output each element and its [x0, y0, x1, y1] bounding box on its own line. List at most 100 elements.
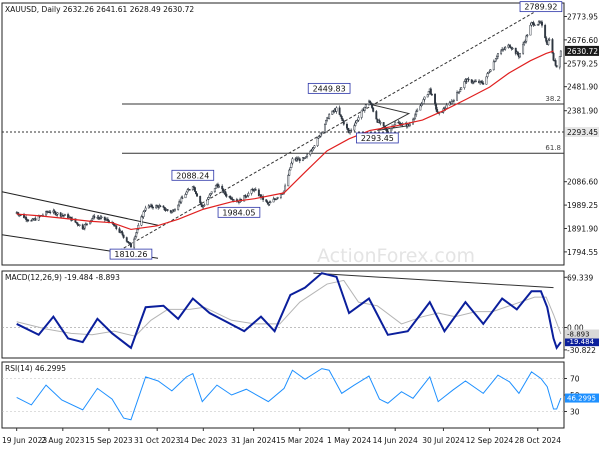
candle-body [210, 191, 213, 194]
candle-body [385, 128, 388, 132]
candle-body [492, 61, 495, 71]
candle-body [459, 89, 462, 92]
candle-body [133, 238, 136, 248]
candle-body [427, 91, 430, 95]
candle-body [493, 60, 496, 63]
candle-body [375, 111, 378, 120]
x-axis-label: 19 Jun 2023 [2, 436, 47, 445]
candle-body [335, 107, 338, 112]
candle-body [349, 130, 352, 134]
candle-body [525, 35, 528, 42]
candle-body [181, 197, 184, 199]
candle-body [247, 193, 250, 197]
candle-body [136, 229, 139, 233]
candle-body [325, 120, 327, 125]
x-axis-label: 1 May 2024 [327, 436, 371, 445]
candle-body [311, 148, 314, 151]
candle-body [445, 104, 448, 109]
candle-body [188, 189, 191, 191]
candle-body [509, 46, 512, 49]
candle-body [272, 198, 275, 203]
candle-body [186, 189, 189, 193]
rsi-tag-label: 46.2995 [567, 395, 596, 403]
channel-upper-line [1, 191, 159, 226]
candle-body [59, 212, 62, 217]
candle-body [144, 207, 147, 211]
candle-body [200, 202, 203, 206]
annotation-label: 2293.45 [361, 134, 394, 143]
candle-body [551, 39, 554, 54]
candle-body [298, 158, 301, 162]
candle-body [152, 206, 154, 209]
candle-body [232, 199, 235, 201]
macd-label: MACD(12,26,9) -19.484 -8.893 [5, 273, 120, 282]
candle-body [193, 187, 196, 192]
x-axis-label: 14 Dec 2023 [179, 436, 227, 445]
candle-body [140, 216, 143, 226]
candle-body [511, 47, 514, 50]
candle-body [268, 202, 271, 205]
candle-body [218, 185, 220, 188]
candle-body [558, 56, 561, 68]
candle-body [245, 196, 248, 198]
candle-body [394, 121, 397, 126]
candle-body [34, 218, 37, 221]
candle-body [316, 137, 319, 146]
candle-body [185, 191, 188, 195]
rsi-axis-label: 70 [570, 375, 580, 384]
candle-body [115, 225, 118, 229]
candle-body [450, 100, 453, 104]
candle-body [379, 122, 382, 124]
annotation-label: 1810.26 [114, 250, 147, 259]
candle-body [78, 224, 81, 226]
candle-body [320, 131, 323, 134]
macd-axis-label: -30.822 [567, 346, 596, 355]
candle-body [423, 96, 426, 100]
candle-body [436, 109, 439, 113]
candle-body [287, 175, 290, 187]
candle-body [364, 104, 367, 108]
candle-body [174, 209, 176, 212]
candle-body [135, 232, 138, 237]
price-axis-label: 2381.90 [567, 107, 598, 116]
x-axis-label: 12 Sep 2024 [466, 436, 514, 445]
candles [15, 20, 562, 250]
candle-body [121, 232, 124, 236]
candle-body [485, 76, 488, 85]
candle-body [516, 51, 519, 55]
candle-body [319, 132, 322, 137]
candle-body [548, 39, 551, 41]
x-axis-label: 28 Oct 2024 [515, 436, 562, 445]
candle-body [360, 110, 363, 118]
candle-body [547, 39, 550, 45]
x-axis-label: 31 Jan 2024 [231, 436, 276, 445]
watermark: ActionForex.com [317, 245, 475, 267]
candle-body [526, 34, 529, 37]
candle-body [206, 199, 209, 206]
candle-body [291, 158, 294, 164]
candle-body [494, 58, 497, 62]
annotation-box [171, 169, 215, 181]
candle-body [159, 205, 162, 207]
macd-line [16, 272, 562, 351]
annotation-box [519, 1, 563, 13]
candle-body [142, 211, 145, 217]
candle-body [544, 25, 547, 39]
candle-body [482, 83, 485, 85]
candle-body [357, 117, 360, 121]
candle-body [254, 189, 257, 191]
candle-body [290, 162, 293, 168]
rsi-label: RSI(14) 46.2995 [5, 364, 66, 373]
candle-body [203, 204, 206, 207]
candle-body [276, 197, 279, 199]
rsi-axis-label: 30 [570, 408, 580, 417]
candle-body [250, 189, 253, 194]
candle-body [309, 150, 312, 156]
candle-body [196, 193, 198, 197]
candle-body [289, 167, 292, 171]
candle-body [504, 47, 507, 50]
macd-axis-label: 0.00 [567, 324, 584, 333]
candle-body [552, 52, 555, 61]
candle-body [555, 65, 558, 68]
